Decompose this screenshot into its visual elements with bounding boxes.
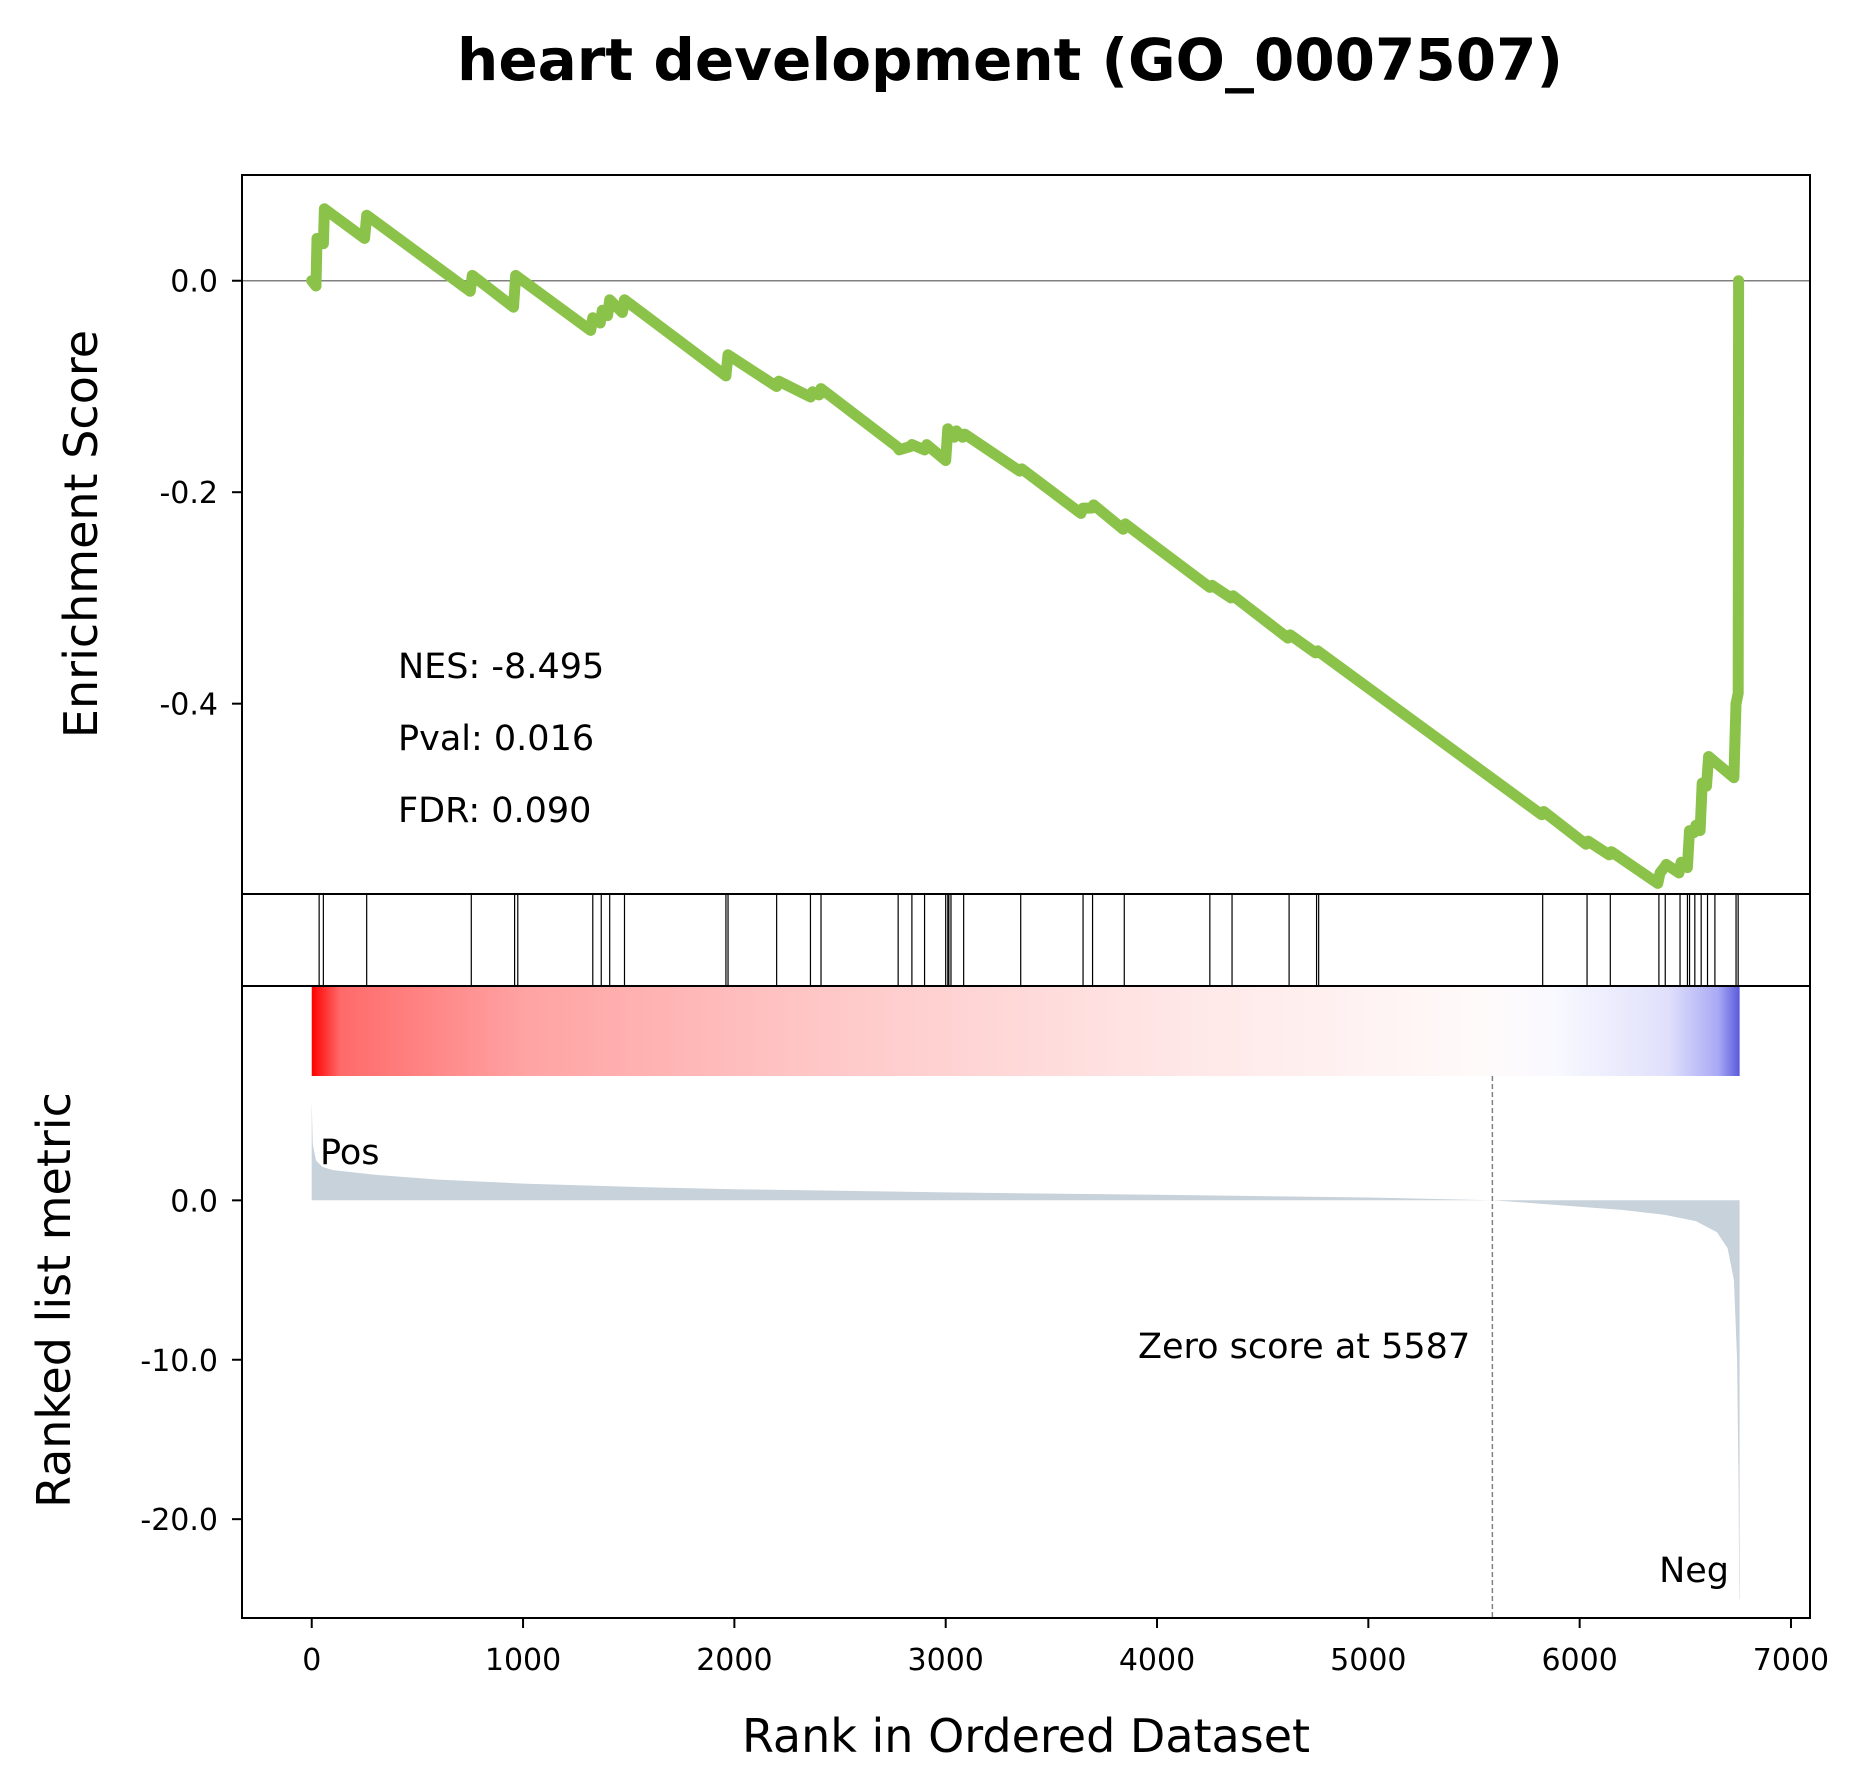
neg-label: Neg <box>1659 1551 1729 1591</box>
hits-panel-frame <box>241 893 1811 987</box>
gene-hits-panel <box>241 893 1811 987</box>
x-tick-label: 5000 <box>1330 1643 1406 1678</box>
pval-stat: Pval: 0.016 <box>398 719 594 759</box>
es-y-tick-label: -0.2 <box>159 476 218 511</box>
x-axis-label: Rank in Ordered Dataset <box>742 1709 1310 1763</box>
x-axis-ticks: 0 1000 2000 3000 4000 5000 6000 7000 <box>302 1618 1829 1678</box>
enrichment-score-panel: 0.0 -0.2 -0.4 NES: -8.495 Pval: 0.016 FDR:… <box>159 174 1811 895</box>
zero-score-annotation: Zero score at 5587 <box>1138 1327 1470 1367</box>
es-y-ticks: 0.0 -0.2 -0.4 <box>159 265 242 723</box>
metric-y-axis-label: Ranked list metric <box>27 1092 81 1508</box>
x-tick-label: 7000 <box>1753 1643 1829 1678</box>
nes-stat: NES: -8.495 <box>398 647 604 687</box>
hit-lines <box>318 894 1739 986</box>
metric-y-tick-label: -10.0 <box>140 1344 218 1379</box>
chart-title: heart development (GO_0007507) <box>457 26 1563 94</box>
es-y-tick-label: -0.4 <box>159 688 218 723</box>
ranked-metric-area <box>311 1101 1740 1599</box>
es-y-axis-label: Enrichment Score <box>54 330 108 738</box>
fdr-stat: FDR: 0.090 <box>398 791 591 831</box>
x-tick-label: 2000 <box>696 1643 772 1678</box>
rank-gradient-bar <box>311 986 1740 1076</box>
x-tick-label: 4000 <box>1119 1643 1195 1678</box>
metric-y-ticks: 0.0 -10.0 -20.0 <box>140 1184 242 1538</box>
x-tick-label: 3000 <box>908 1643 984 1678</box>
metric-panel-frame <box>241 985 1811 1619</box>
metric-y-tick-label: 0.0 <box>170 1184 218 1219</box>
ranked-metric-panel: Pos Neg Zero score at 5587 0.0 -10.0 -20.0 <box>140 985 1811 1619</box>
x-tick-label: 0 <box>302 1643 321 1678</box>
es-y-tick-label: 0.0 <box>170 265 218 300</box>
metric-y-tick-label: -20.0 <box>140 1503 218 1538</box>
x-tick-label: 1000 <box>485 1643 561 1678</box>
pos-label: Pos <box>320 1133 380 1173</box>
x-tick-label: 6000 <box>1541 1643 1617 1678</box>
es-running-line <box>306 203 1745 889</box>
